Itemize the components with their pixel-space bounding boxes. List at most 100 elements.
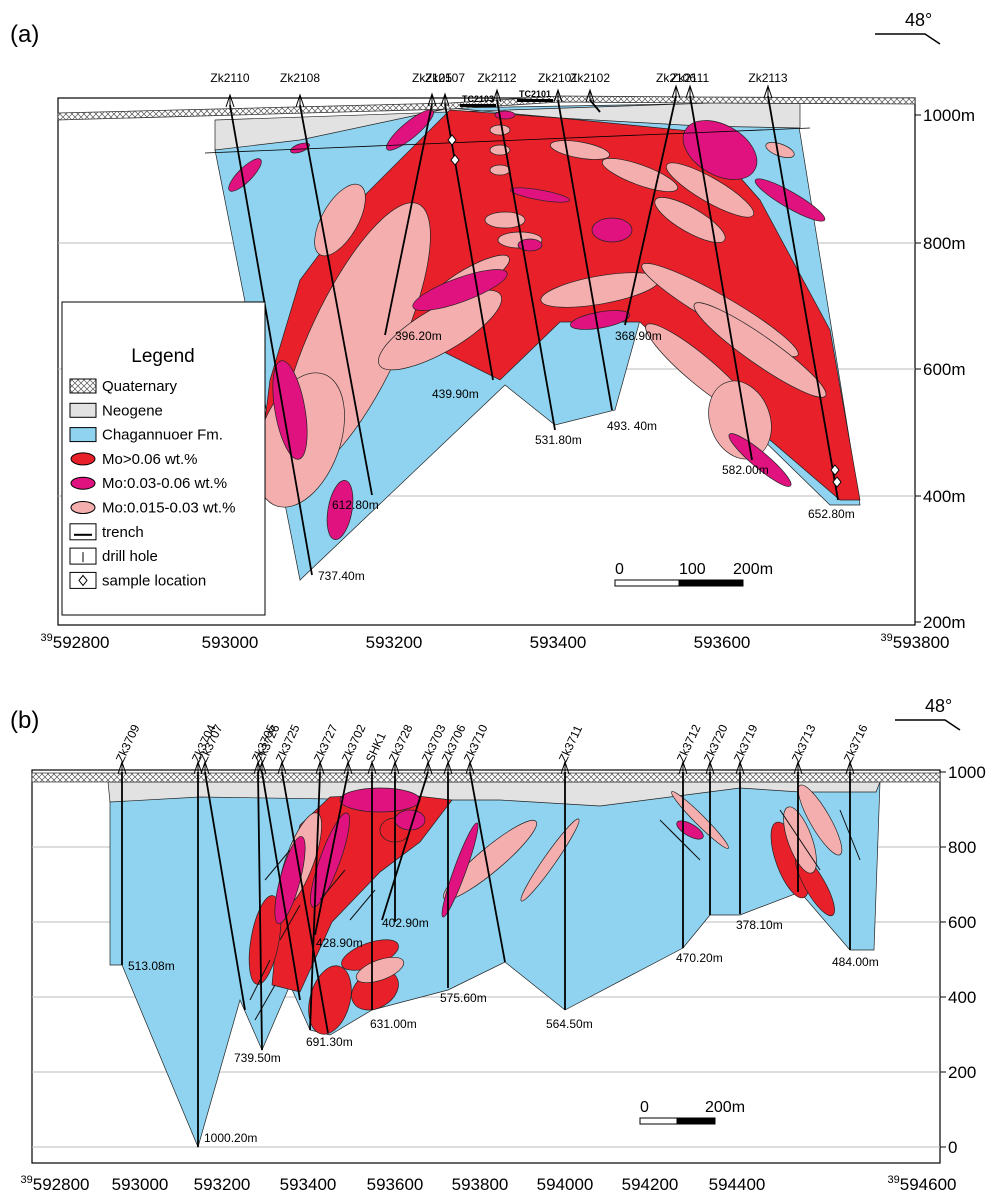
drill-hole-depth: 631.00m xyxy=(370,1017,417,1031)
drill-hole-depth: 582.00m xyxy=(722,463,769,477)
drill-hole-name: Zk3712 xyxy=(674,722,704,764)
legend-label: Chagannuoer Fm. xyxy=(102,427,223,444)
drill-hole-depth: 470.20m xyxy=(676,951,723,965)
drill-hole-depth: 575.60m xyxy=(440,991,487,1005)
legend-item: Neogene xyxy=(70,402,163,419)
legend-item: Chagannuoer Fm. xyxy=(70,427,223,444)
orientation-arrow xyxy=(875,34,940,44)
ore-low xyxy=(490,165,510,175)
drill-hole-depth: 1000.20m xyxy=(204,1131,257,1145)
scale-label: 200m xyxy=(705,1099,745,1116)
orientation-arrow xyxy=(895,720,960,730)
scale-label: 100 xyxy=(679,561,706,578)
x-tick-superscript: 39 xyxy=(41,632,53,644)
y-tick-label: 1000 xyxy=(948,763,986,782)
drill-hole-depth: 484.00m xyxy=(832,955,879,969)
drill-hole-depth: 737.40m xyxy=(318,569,365,583)
legend-label: drill hole xyxy=(102,548,158,565)
legend-label: Neogene xyxy=(102,402,163,419)
x-tick-label: 593200 xyxy=(366,633,423,652)
drill-hole-depth: 428.90m xyxy=(316,936,363,950)
scale-bar xyxy=(677,1118,715,1124)
x-tick-superscript: 39 xyxy=(888,1174,900,1186)
swatch xyxy=(70,428,96,442)
x-tick-value: 593800 xyxy=(893,633,950,652)
ore-mid xyxy=(592,218,632,242)
scale-label: 0 xyxy=(640,1099,649,1116)
drill-hole-name: Zk3709 xyxy=(113,722,143,764)
ore-mid xyxy=(340,788,420,812)
quaternary xyxy=(32,773,940,782)
trench-label: TC2101 xyxy=(519,89,551,99)
y-tick-label: 600m xyxy=(923,360,966,379)
drill-hole-name: Zk2102 xyxy=(570,71,610,85)
legend-item: sample location xyxy=(70,572,206,589)
drill-hole-name: Zk2110 xyxy=(210,71,249,85)
drill-hole-name: SHK1 xyxy=(363,730,389,765)
scale-bar xyxy=(640,1118,677,1124)
drill-hole-name: Zk2113 xyxy=(748,71,787,85)
drill-hole-depth: 612.80m xyxy=(332,498,379,512)
trench xyxy=(460,104,496,107)
legend-title: Legend xyxy=(131,346,194,367)
scale-bar xyxy=(615,580,679,586)
swatch xyxy=(71,477,95,489)
y-tick-label: 600 xyxy=(948,913,976,932)
swatch xyxy=(70,379,96,393)
legend-label: sample location xyxy=(102,572,206,589)
legend-label: Quaternary xyxy=(102,378,178,395)
x-tick-label: 593400 xyxy=(280,1175,337,1194)
x-tick-value: 594600 xyxy=(900,1175,957,1194)
x-tick-label: 594400 xyxy=(709,1175,766,1194)
y-tick-label: 1000m xyxy=(923,106,975,125)
legend-item: drill hole xyxy=(70,548,158,565)
drill-hole-depth: 439.90m xyxy=(432,387,479,401)
swatch xyxy=(71,502,95,514)
drill-hole-depth: 531.80m xyxy=(535,433,582,447)
panel-label: (a) xyxy=(10,21,39,48)
drill-hole-name: Zk3711 xyxy=(556,723,585,765)
legend-item: trench xyxy=(70,524,144,541)
panel-label: (b) xyxy=(10,707,39,734)
y-tick-label: 200 xyxy=(948,1063,976,1082)
scale-label: 200m xyxy=(733,561,773,578)
x-tick-label: 39593800 xyxy=(881,632,950,652)
swatch xyxy=(71,453,95,465)
drill-hole-name: Zk3716 xyxy=(841,722,871,764)
x-tick-superscript: 39 xyxy=(21,1174,33,1186)
drill-hole-depth: 739.50m xyxy=(234,1051,281,1065)
x-tick-superscript: 39 xyxy=(881,632,893,644)
x-tick-label: 39592800 xyxy=(41,632,110,652)
drill-hole-name: Zk2107 xyxy=(425,71,465,85)
drill-hole-depth: 368.90m xyxy=(615,329,662,343)
ore-low xyxy=(490,125,510,135)
y-tick-label: 200m xyxy=(923,613,966,632)
x-tick-label: 593600 xyxy=(367,1175,424,1194)
drill-hole-depth: 378.10m xyxy=(736,918,783,932)
x-tick-label: 39594600 xyxy=(888,1174,957,1194)
trench-label: TC2103 xyxy=(462,94,494,104)
drill-hole-name: Zk3728 xyxy=(386,722,416,764)
swatch-bar xyxy=(74,534,92,536)
x-tick-value: 592800 xyxy=(53,633,110,652)
x-tick-value: 592800 xyxy=(33,1175,90,1194)
ore-mid xyxy=(495,111,515,119)
drill-hole-depth: 691.30m xyxy=(306,1035,353,1049)
swatch xyxy=(70,403,96,417)
drill-hole-name: Zk3727 xyxy=(311,722,341,764)
x-tick-label: 593200 xyxy=(194,1175,251,1194)
drill-hole-name: Zk2112 xyxy=(477,71,516,85)
swatch xyxy=(70,524,96,540)
legend-label: trench xyxy=(102,524,144,541)
y-tick-label: 400 xyxy=(948,988,976,1007)
drill-hole-name: Zk3720 xyxy=(701,722,731,764)
drill-hole-depth: 493. 40m xyxy=(607,419,657,433)
drill-hole-depth: 564.50m xyxy=(546,1017,593,1031)
legend-item: Quaternary xyxy=(70,378,178,395)
drill-hole-depth: 396.20m xyxy=(395,329,442,343)
x-tick-label: 594000 xyxy=(537,1175,594,1194)
x-tick-label: 593400 xyxy=(530,633,587,652)
scale-bar xyxy=(679,580,743,586)
scale-label: 0 xyxy=(615,561,624,578)
drill-hole-name: Zk3719 xyxy=(731,722,761,764)
